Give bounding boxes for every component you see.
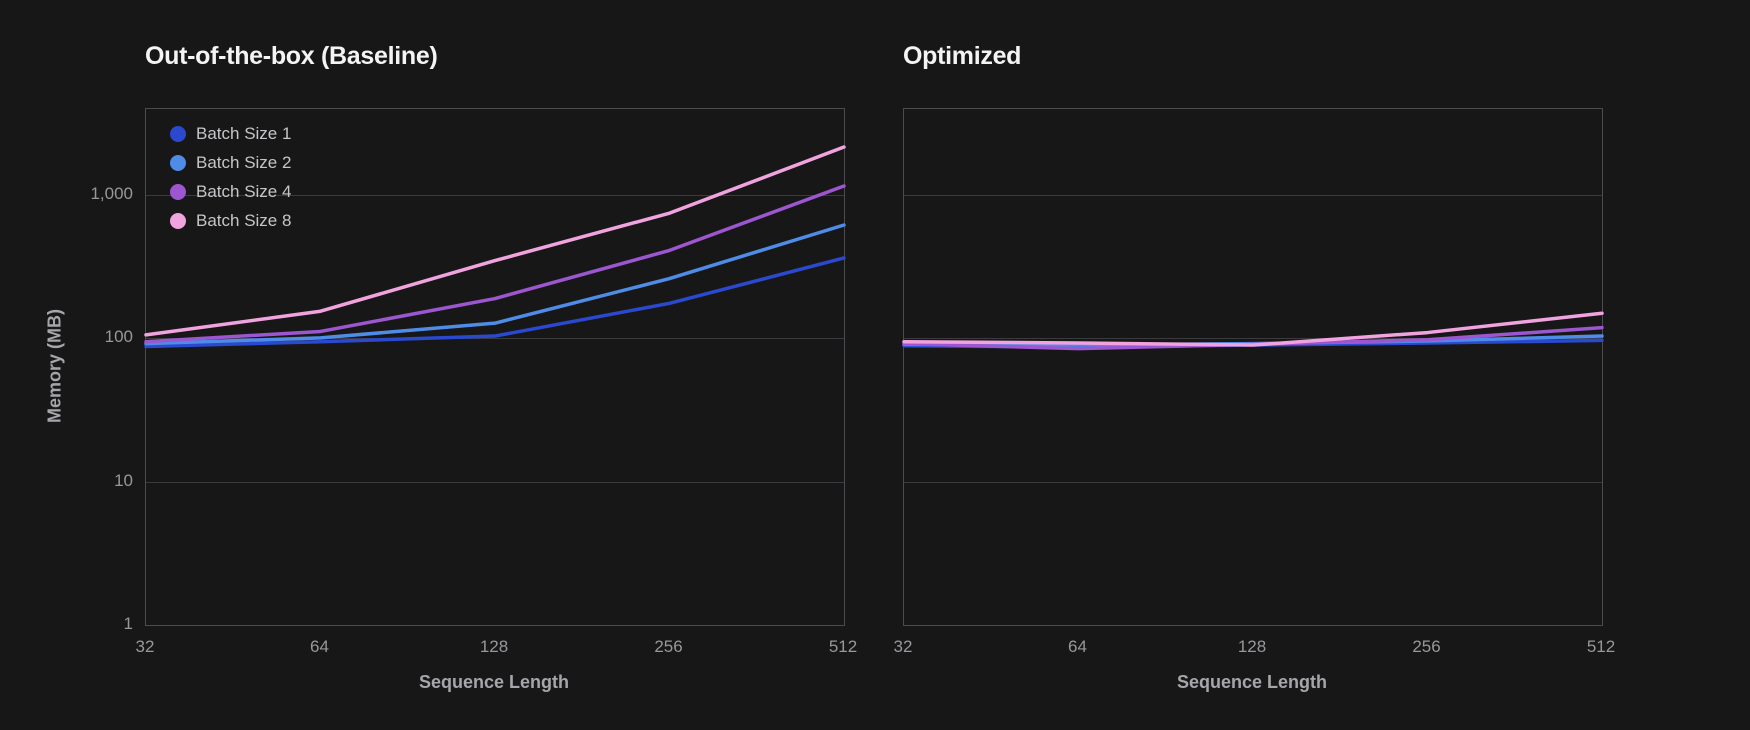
line-batch-size-1 xyxy=(144,256,846,349)
gridline xyxy=(146,195,844,197)
x-tick-label: 64 xyxy=(310,637,329,656)
line-batch-size-8 xyxy=(902,311,1604,347)
legend-item-batch-size-1: Batch Size 1 xyxy=(170,119,291,148)
line-plot xyxy=(902,311,1604,351)
legend-label: Batch Size 1 xyxy=(196,123,292,143)
line-batch-size-4 xyxy=(144,184,846,344)
chart-title-baseline: Out-of-the-box (Baseline) xyxy=(145,42,438,70)
x-tick-label: 32 xyxy=(893,637,913,656)
x-axis-tick-labels: 32 64 128 256 512 xyxy=(136,637,858,657)
y-tick-label: 100 xyxy=(104,327,133,347)
legend-label: Batch Size 4 xyxy=(196,181,292,201)
line-plot xyxy=(144,145,846,349)
legend-color-dot xyxy=(170,154,186,171)
gridline xyxy=(904,481,1602,483)
x-tick-label: 512 xyxy=(828,637,858,656)
legend-color-dot xyxy=(170,125,186,142)
gridline xyxy=(904,195,1602,197)
legend-color-dot xyxy=(170,212,186,229)
plot-area-baseline: Batch Size 1 Batch Size 2 Batch Size 4 Batc… xyxy=(144,108,846,626)
legend-item-batch-size-4: Batch Size 4 xyxy=(170,177,291,206)
x-tick-label: 256 xyxy=(1412,637,1441,656)
gridline xyxy=(146,481,844,483)
x-tick-label: 512 xyxy=(1586,637,1616,656)
legend-color-dot xyxy=(170,183,186,200)
chart-optimized: Optimized 32 64 128 256 512 Sequence Len… xyxy=(894,0,1616,730)
legend-item-batch-size-8: Batch Size 8 xyxy=(170,206,291,235)
chart-title-optimized: Optimized xyxy=(903,42,1022,70)
legend: Batch Size 1 Batch Size 2 Batch Size 4 Batc… xyxy=(170,119,291,235)
x-axis-title: Sequence Length xyxy=(418,672,570,692)
gridline xyxy=(904,338,1602,340)
legend-label: Batch Size 2 xyxy=(196,152,292,172)
x-tick-label: 64 xyxy=(1068,637,1087,656)
x-tick-label: 256 xyxy=(654,637,683,656)
y-axis-tick-labels: 1 10 100 1,000 xyxy=(63,108,133,633)
x-axis-tick-labels: 32 64 128 256 512 xyxy=(894,637,1616,657)
plot-area-optimized xyxy=(902,108,1604,626)
x-tick-label: 128 xyxy=(479,637,509,656)
legend-item-batch-size-2: Batch Size 2 xyxy=(170,148,291,177)
gridline xyxy=(146,338,844,340)
line-batch-size-8 xyxy=(144,145,846,337)
line-batch-size-2 xyxy=(144,223,846,346)
x-axis-title: Sequence Length xyxy=(1176,672,1328,692)
x-tick-label: 32 xyxy=(135,637,155,656)
y-tick-label: 1,000 xyxy=(90,184,133,204)
y-tick-label: 1 xyxy=(123,614,133,633)
x-tick-label: 128 xyxy=(1237,637,1267,656)
y-tick-label: 10 xyxy=(114,470,133,490)
legend-label: Batch Size 8 xyxy=(196,210,292,230)
